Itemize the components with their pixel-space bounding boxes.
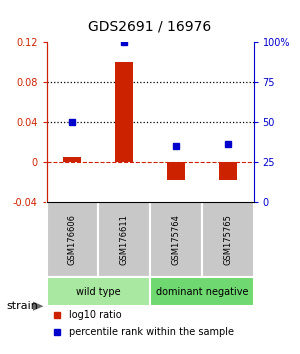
- Text: strain: strain: [6, 301, 38, 311]
- Text: wild type: wild type: [76, 286, 121, 297]
- Text: percentile rank within the sample: percentile rank within the sample: [69, 327, 234, 337]
- Bar: [219, 162, 237, 180]
- Bar: [115, 62, 133, 162]
- Text: GSM175764: GSM175764: [171, 214, 180, 265]
- Text: GSM176606: GSM176606: [68, 214, 77, 265]
- Bar: [98, 201, 150, 277]
- Bar: [150, 277, 254, 306]
- Bar: [46, 201, 98, 277]
- Bar: [63, 157, 81, 162]
- Text: log10 ratio: log10 ratio: [69, 310, 122, 320]
- Polygon shape: [33, 302, 44, 311]
- Text: GSM176611: GSM176611: [120, 214, 129, 265]
- Text: dominant negative: dominant negative: [155, 286, 248, 297]
- Bar: [46, 277, 150, 306]
- Text: GDS2691 / 16976: GDS2691 / 16976: [88, 19, 212, 34]
- Text: GSM175765: GSM175765: [223, 214, 232, 265]
- Bar: [202, 201, 254, 277]
- Bar: [167, 162, 185, 180]
- Bar: [150, 201, 202, 277]
